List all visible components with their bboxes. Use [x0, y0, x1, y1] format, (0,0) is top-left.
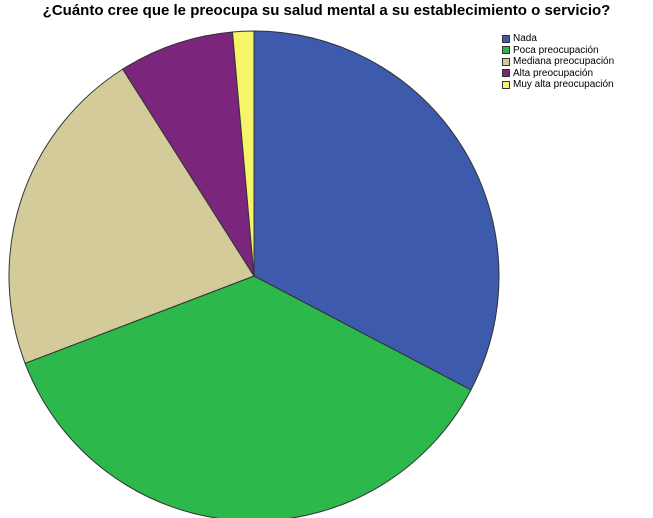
chart-title: ¿Cuánto cree que le preocupa su salud me…: [42, 2, 611, 19]
legend-item-1: Poca preocupación: [502, 45, 614, 57]
legend-item-2: Mediana preocupación: [502, 56, 614, 68]
pie-slice-3: [122, 31, 255, 277]
legend-label: Muy alta preocupación: [513, 79, 614, 91]
legend-item-3: Alta preocupación: [502, 68, 614, 80]
pie-slice-2: [8, 68, 255, 364]
legend: Nada Poca preocupación Mediana preocupació…: [502, 33, 614, 91]
legend-swatch: [502, 69, 510, 78]
legend-label: Alta preocupación: [513, 67, 594, 79]
legend-item-4: Muy alta preocupación: [502, 79, 614, 91]
legend-swatch: [502, 46, 510, 55]
legend-swatch: [502, 80, 510, 89]
legend-label: Poca preocupación: [513, 44, 599, 56]
legend-label: Mediana preocupación: [513, 56, 615, 68]
pie-slice-4: [231, 30, 255, 277]
legend-swatch: [502, 57, 510, 66]
pie-slice-1: [24, 275, 472, 518]
legend-swatch: [502, 34, 510, 43]
legend-label: Nada: [513, 33, 537, 45]
legend-item-0: Nada: [502, 33, 614, 45]
pie-slice-0: [253, 30, 500, 391]
